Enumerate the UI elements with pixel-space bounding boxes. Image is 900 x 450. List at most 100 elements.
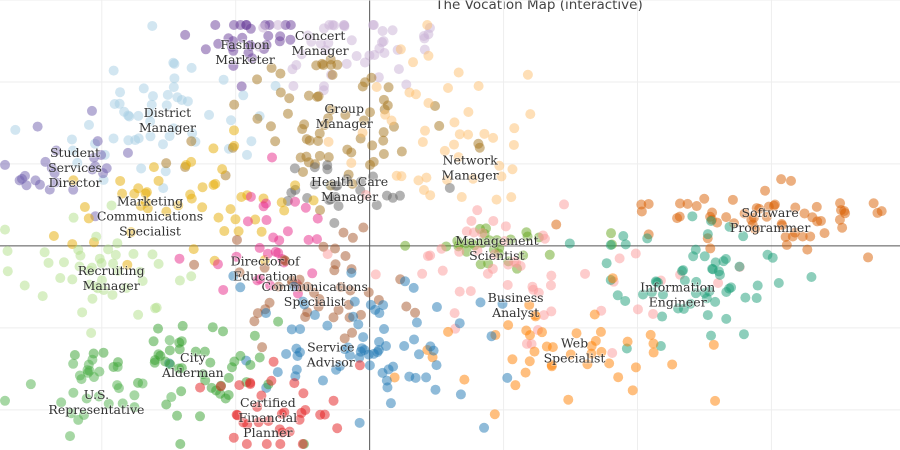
data-point[interactable] — [86, 105, 97, 116]
data-point[interactable] — [101, 163, 112, 174]
data-point[interactable] — [430, 384, 441, 395]
data-point[interactable] — [489, 409, 500, 420]
data-point[interactable] — [172, 92, 183, 103]
data-point[interactable] — [667, 359, 678, 370]
data-point[interactable] — [312, 91, 323, 102]
data-point[interactable] — [207, 322, 218, 333]
data-point[interactable] — [358, 332, 369, 343]
data-point[interactable] — [92, 136, 103, 147]
data-point[interactable] — [317, 375, 328, 386]
data-point[interactable] — [466, 215, 477, 226]
data-point[interactable] — [107, 289, 118, 300]
data-point[interactable] — [58, 257, 69, 268]
data-point[interactable] — [443, 326, 454, 337]
data-point[interactable] — [39, 247, 50, 258]
data-point[interactable] — [208, 180, 219, 191]
data-point[interactable] — [340, 109, 351, 120]
data-point[interactable] — [400, 240, 411, 251]
data-point[interactable] — [322, 249, 333, 260]
data-point[interactable] — [301, 151, 312, 162]
data-point[interactable] — [309, 162, 320, 173]
data-point[interactable] — [210, 20, 221, 30]
data-point[interactable] — [520, 367, 531, 378]
data-point[interactable] — [43, 257, 54, 268]
data-point[interactable] — [219, 226, 230, 237]
data-point[interactable] — [135, 266, 146, 277]
data-point[interactable] — [444, 182, 455, 193]
data-point[interactable] — [761, 211, 772, 222]
data-point[interactable] — [320, 45, 331, 56]
data-point[interactable] — [439, 145, 450, 156]
data-point[interactable] — [620, 239, 631, 250]
data-point[interactable] — [537, 327, 548, 338]
data-point[interactable] — [113, 383, 124, 394]
data-point[interactable] — [586, 348, 597, 359]
data-point[interactable] — [284, 426, 295, 437]
data-point[interactable] — [328, 312, 339, 323]
data-point[interactable] — [388, 361, 399, 372]
data-point[interactable] — [499, 236, 510, 247]
data-point[interactable] — [387, 192, 398, 203]
data-point[interactable] — [351, 51, 362, 62]
data-point[interactable] — [371, 82, 382, 93]
data-point[interactable] — [835, 198, 846, 209]
data-point[interactable] — [68, 358, 79, 369]
data-point[interactable] — [106, 200, 117, 211]
data-point[interactable] — [322, 160, 333, 171]
data-point[interactable] — [137, 378, 148, 389]
data-point[interactable] — [620, 295, 631, 306]
data-point[interactable] — [564, 238, 575, 249]
data-point[interactable] — [738, 231, 749, 242]
data-point[interactable] — [245, 191, 256, 202]
data-point[interactable] — [294, 414, 305, 425]
data-point[interactable] — [819, 228, 830, 239]
data-point[interactable] — [382, 382, 393, 393]
data-point[interactable] — [266, 375, 277, 386]
data-point[interactable] — [474, 142, 485, 153]
data-point[interactable] — [706, 330, 717, 341]
data-point[interactable] — [487, 263, 498, 274]
data-point[interactable] — [218, 74, 229, 85]
data-point[interactable] — [705, 243, 716, 254]
data-point[interactable] — [378, 300, 389, 311]
data-point[interactable] — [266, 62, 277, 73]
data-point[interactable] — [354, 417, 365, 428]
data-point[interactable] — [2, 246, 13, 257]
data-point[interactable] — [314, 150, 325, 161]
data-point[interactable] — [144, 108, 155, 119]
data-point[interactable] — [707, 207, 718, 218]
data-point[interactable] — [524, 356, 535, 367]
data-point[interactable] — [279, 205, 290, 216]
data-point[interactable] — [282, 226, 293, 237]
data-point[interactable] — [87, 293, 98, 304]
data-point[interactable] — [472, 245, 483, 256]
data-point[interactable] — [223, 372, 234, 383]
data-point[interactable] — [411, 317, 422, 328]
data-point[interactable] — [115, 87, 126, 98]
data-point[interactable] — [580, 268, 591, 279]
data-point[interactable] — [37, 291, 48, 302]
data-point[interactable] — [231, 234, 242, 245]
data-point[interactable] — [776, 219, 787, 230]
data-point[interactable] — [173, 200, 184, 211]
data-point[interactable] — [133, 110, 144, 121]
data-point[interactable] — [589, 309, 600, 320]
data-point[interactable] — [176, 363, 187, 374]
data-point[interactable] — [494, 160, 505, 171]
data-point[interactable] — [275, 68, 286, 79]
data-point[interactable] — [837, 222, 848, 233]
data-point[interactable] — [280, 256, 291, 267]
data-point[interactable] — [208, 143, 219, 154]
data-point[interactable] — [443, 83, 454, 94]
data-point[interactable] — [318, 241, 329, 252]
data-point[interactable] — [297, 439, 308, 449]
data-point[interactable] — [308, 195, 319, 206]
data-point[interactable] — [377, 367, 388, 378]
data-point[interactable] — [455, 389, 466, 400]
data-point[interactable] — [229, 140, 240, 151]
data-point[interactable] — [117, 398, 128, 409]
data-point[interactable] — [538, 310, 549, 321]
data-point[interactable] — [477, 228, 488, 239]
data-point[interactable] — [378, 36, 389, 47]
